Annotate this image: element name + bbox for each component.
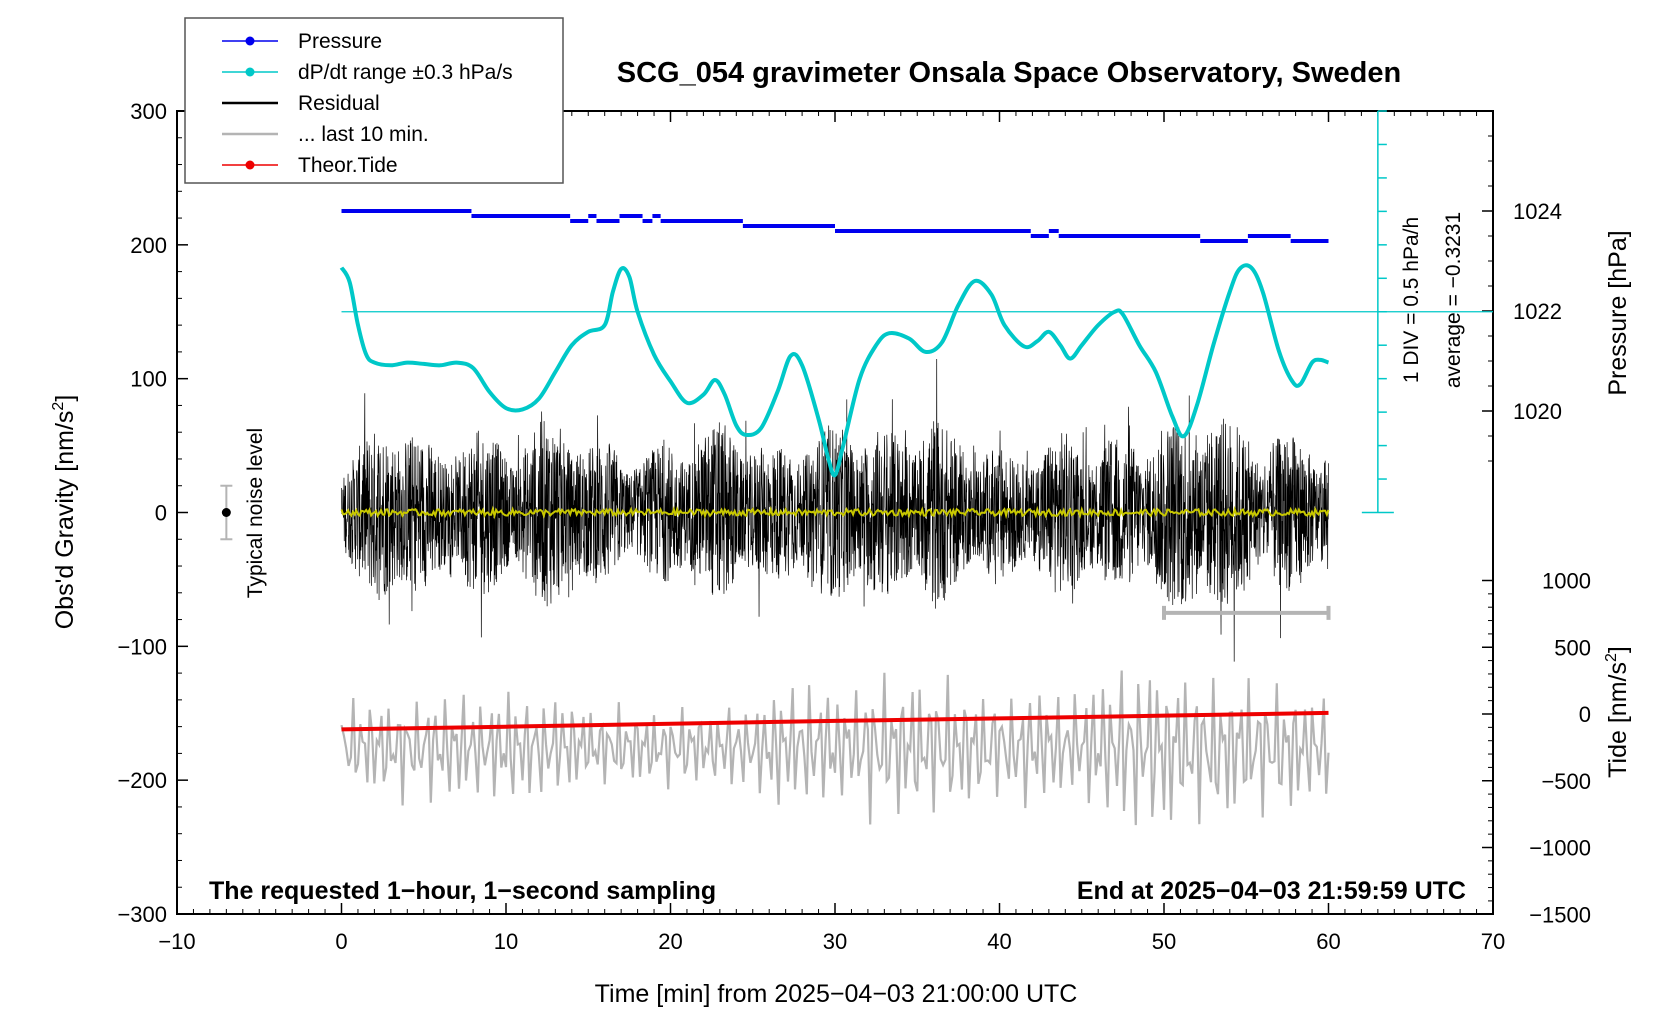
tide-axis-label-end: ] — [1604, 646, 1632, 653]
theor-tide-series — [341, 710, 1329, 732]
legend-marker — [245, 160, 255, 170]
residual-line — [341, 358, 1329, 662]
x-tick-label: 60 — [1316, 929, 1340, 954]
legend-label: dP/dt range ±0.3 hPa/s — [298, 61, 513, 84]
x-tick-label: 40 — [987, 929, 1011, 954]
pressure-series — [341, 209, 1329, 243]
x-tick-label: 20 — [658, 929, 682, 954]
y-axis-left-label-end: ] — [51, 395, 79, 402]
x-axis: −10 0 10 20 30 40 50 60 70 — [158, 111, 1505, 954]
x-tick-label: 10 — [494, 929, 518, 954]
x-tick-label: 70 — [1481, 929, 1505, 954]
last-10-min-line — [340, 670, 1330, 826]
x-tick-label: 30 — [823, 929, 847, 954]
tide-axis-label: Tide [nm/s2] — [1603, 646, 1632, 778]
tide-tick-label: 500 — [1554, 635, 1591, 660]
scale-div-label: 1 DIV = 0.5 hPa/h — [1400, 217, 1423, 383]
last-10-min-series — [340, 670, 1330, 826]
legend-label: Residual — [298, 92, 380, 115]
tide-axis-label-main: Tide [nm/s — [1604, 662, 1632, 778]
y-tick-label: 200 — [130, 233, 167, 258]
x-axis-label: Time [min] from 2025−04−03 21:00:00 UTC — [595, 980, 1078, 1008]
y-tick-label: 300 — [130, 99, 167, 124]
tide-tick-label: 1000 — [1542, 569, 1591, 594]
y-axis-pressure: 1024 1022 1020 — [1482, 135, 1562, 462]
legend-box — [184, 17, 564, 184]
legend-items: Pressure dP/dt range ±0.3 hPa/s Residual..… — [222, 30, 513, 177]
y-tick-label: −300 — [117, 902, 167, 927]
noise-level-label: Typical noise level — [244, 428, 267, 598]
dpdt-series — [339, 263, 1493, 478]
y-axis-left: 300 200 100 0 −100 −200 −300 — [117, 99, 188, 927]
y-axis-left-label-sup: 2 — [50, 402, 67, 411]
noise-level-bar — [220, 484, 233, 541]
dpdt-curve — [339, 263, 1330, 478]
tide-tick-label: −1500 — [1529, 902, 1591, 927]
y-axis-left-label: Obs'd Gravity [nm/s2] — [50, 395, 79, 630]
pressure-axis-label: Pressure [hPa] — [1604, 230, 1632, 395]
legend-label: Theor.Tide — [298, 154, 398, 177]
noise-bar-center — [221, 508, 231, 517]
legend: Pressure dP/dt range ±0.3 hPa/s Residual..… — [184, 17, 564, 184]
smoothed-residual-line — [340, 505, 1330, 520]
footer-left: The requested 1−hour, 1−second sampling — [209, 877, 716, 905]
tide-tick-label: −1000 — [1529, 836, 1591, 861]
x-tick-label: 0 — [335, 929, 347, 954]
legend-marker — [245, 67, 255, 77]
dpdt-scale-bar — [1361, 110, 1394, 514]
legend-label: ... last 10 min. — [298, 123, 429, 146]
pressure-tick-label: 1024 — [1513, 199, 1562, 224]
x-tick-label: 50 — [1152, 929, 1176, 954]
tide-tick-label: 0 — [1579, 702, 1591, 727]
last-10-min-bracket — [1162, 605, 1331, 620]
theor-tide-line — [341, 710, 1329, 732]
y-tick-label: 0 — [155, 501, 167, 526]
tide-tick-label: −500 — [1541, 769, 1591, 794]
footer-right: End at 2025−04−03 21:59:59 UTC — [1077, 877, 1466, 905]
tide-axis-label-sup: 2 — [1603, 653, 1620, 662]
y-axis-left-label-main: Obs'd Gravity [nm/s — [51, 411, 79, 630]
chart-title: SCG_054 gravimeter Onsala Space Observat… — [617, 57, 1401, 89]
y-axis-tide: 1000 500 0 −500 −1000 −1500 — [1482, 569, 1591, 927]
legend-marker — [245, 36, 255, 46]
residual-series — [341, 358, 1329, 662]
y-tick-label: −200 — [117, 768, 167, 793]
pressure-tick-label: 1020 — [1513, 399, 1562, 424]
scale-average-label: average = −0.3231 — [1442, 212, 1465, 388]
y-tick-label: −100 — [117, 634, 167, 659]
pressure-tick-label: 1022 — [1513, 299, 1562, 324]
smoothed-residual-series — [340, 505, 1330, 520]
y-tick-label: 100 — [130, 367, 167, 392]
legend-label: Pressure — [298, 30, 382, 53]
x-tick-label: −10 — [158, 929, 195, 954]
